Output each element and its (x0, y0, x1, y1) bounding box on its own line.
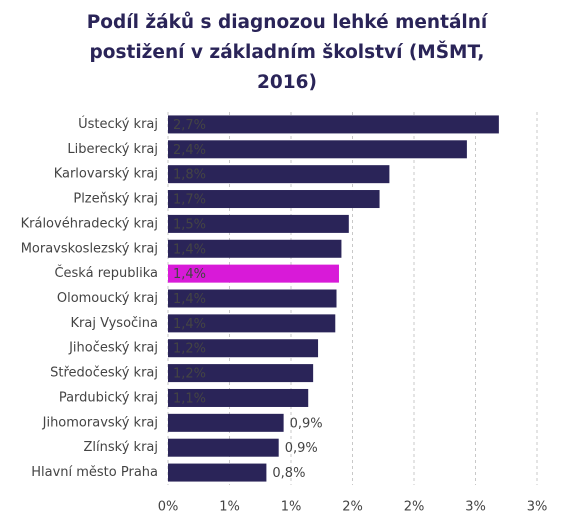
value-label: 1,4% (173, 317, 206, 332)
y-tick-label: Středočeský kraj (50, 366, 158, 381)
value-label: 2,4% (173, 143, 206, 158)
y-tick-label: Liberecký kraj (67, 142, 158, 157)
bar (168, 314, 336, 333)
y-tick-label: Jihomoravský kraj (42, 415, 158, 430)
y-tick-label: Kraj Vysočina (70, 316, 158, 331)
value-label: 1,2% (173, 367, 206, 382)
bar (168, 190, 380, 209)
value-label: 1,7% (173, 193, 206, 208)
bar (168, 165, 390, 184)
value-label: 1,8% (173, 168, 206, 183)
y-tick-label: Karlovarský kraj (54, 167, 158, 182)
y-tick-label: Hlavní město Praha (31, 465, 158, 480)
bar (168, 339, 319, 358)
value-label: 1,4% (173, 267, 206, 282)
y-tick-label: Plzeňský kraj (73, 192, 158, 207)
y-tick-label: Královéhradecký kraj (21, 216, 158, 231)
x-tick-label: 1% (219, 500, 240, 515)
bar (168, 413, 284, 432)
y-tick-label: Pardubický kraj (59, 390, 158, 405)
value-label: 1,1% (173, 391, 206, 406)
y-tick-label: Olomoucký kraj (57, 291, 158, 306)
x-tick-label: 0% (158, 500, 179, 515)
y-tick-label: Česká republika (54, 265, 158, 281)
y-tick-label: Zlínský kraj (84, 440, 158, 455)
x-tick-label: 2% (342, 500, 363, 515)
value-label: 2,7% (173, 118, 206, 133)
value-label: 1,4% (173, 292, 206, 307)
x-tick-label: 3% (465, 500, 486, 515)
value-label: 1,2% (173, 342, 206, 357)
value-label: 0,9% (285, 441, 318, 456)
value-label: 0,9% (290, 416, 323, 431)
value-label: 1,5% (173, 217, 206, 232)
bar (168, 388, 309, 407)
bar (168, 239, 342, 258)
x-tick-label: 2% (404, 500, 425, 515)
bar (168, 115, 499, 134)
chart-title: Podíl žáků s diagnozou lehké mentální po… (86, 12, 488, 93)
y-tick-label: Moravskoslezský kraj (21, 241, 158, 256)
x-tick-label: 1% (281, 500, 302, 515)
bar (168, 438, 279, 457)
value-label: 1,4% (173, 242, 206, 257)
bar (168, 289, 337, 308)
y-tick-label: Jihočeský kraj (68, 341, 158, 356)
bar (168, 264, 339, 283)
bar (168, 140, 467, 159)
value-label: 0,8% (272, 466, 305, 481)
bar (168, 214, 349, 233)
bar (168, 364, 314, 383)
bar (168, 463, 267, 482)
y-tick-label: Ústecký kraj (78, 116, 158, 132)
x-tick-label: 3% (527, 500, 548, 515)
